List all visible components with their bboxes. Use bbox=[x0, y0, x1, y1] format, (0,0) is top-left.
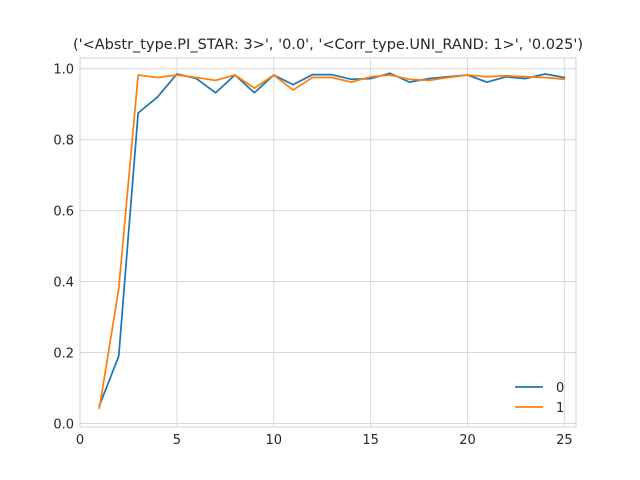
x-tick-label: 0 bbox=[76, 433, 84, 448]
x-tick-label: 10 bbox=[265, 433, 282, 448]
legend: 01 bbox=[515, 381, 564, 416]
y-tick-label: 0.0 bbox=[53, 417, 74, 432]
x-tick-label: 15 bbox=[362, 433, 379, 448]
y-tick-label: 0.8 bbox=[53, 134, 74, 149]
x-axis-ticks: 0 5 10 15 20 25 bbox=[76, 433, 573, 448]
x-tick-label: 20 bbox=[459, 433, 476, 448]
legend-label-0: 0 bbox=[556, 381, 564, 396]
legend-label-1: 1 bbox=[556, 401, 564, 416]
x-tick-label: 25 bbox=[556, 433, 573, 448]
grid-lines bbox=[79, 58, 576, 427]
y-tick-label: 0.6 bbox=[53, 205, 74, 220]
series-line-1 bbox=[98, 74, 566, 410]
chart-title: ('<Abstr_type.PI_STAR: 3>', '0.0', '<Cor… bbox=[73, 37, 583, 53]
y-tick-label: 0.2 bbox=[53, 346, 74, 361]
series-layer bbox=[98, 72, 566, 410]
y-axis-ticks: 0.0 0.2 0.4 0.6 0.8 1.0 bbox=[53, 63, 74, 433]
series-line-0 bbox=[98, 72, 566, 407]
plot-frame bbox=[79, 57, 577, 428]
x-tick-label: 5 bbox=[173, 433, 181, 448]
plot-area bbox=[80, 58, 576, 427]
y-tick-label: 1.0 bbox=[53, 63, 74, 78]
y-tick-label: 0.4 bbox=[53, 276, 74, 291]
